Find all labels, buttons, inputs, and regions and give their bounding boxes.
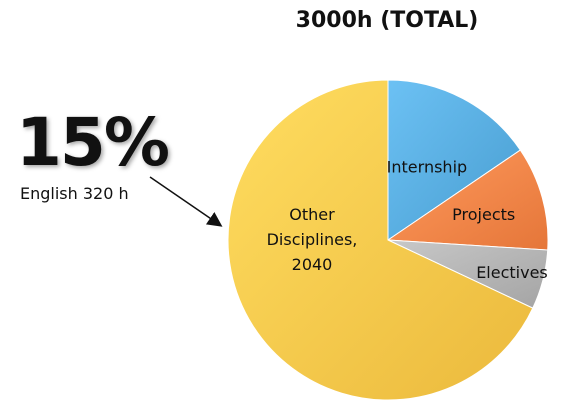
- slice-label-0: Internship: [387, 157, 468, 176]
- slice-label-line-1: Disciplines,: [267, 230, 358, 249]
- chart-title: 3000h (TOTAL): [296, 8, 479, 33]
- pie-slices: [227, 79, 549, 401]
- slice-label-3: Other Disciplines, 2040: [267, 205, 358, 274]
- callout-arrow: [149, 176, 223, 227]
- slice-label-line-0: Other: [289, 205, 335, 224]
- pie-slice-3: [227, 79, 534, 401]
- slice-label-1: Projects: [452, 205, 515, 224]
- callout-percentage: 15%: [16, 104, 170, 181]
- pie-slice-0: [387, 79, 522, 241]
- pie-slice-1: [386, 149, 549, 251]
- callout-english-hours: English 320 h: [20, 184, 129, 203]
- slice-label-2: Electives: [476, 263, 548, 282]
- slice-label-line-2: 2040: [292, 255, 333, 274]
- pie-labels: Internship Projects Electives Other Discipli…: [267, 157, 548, 281]
